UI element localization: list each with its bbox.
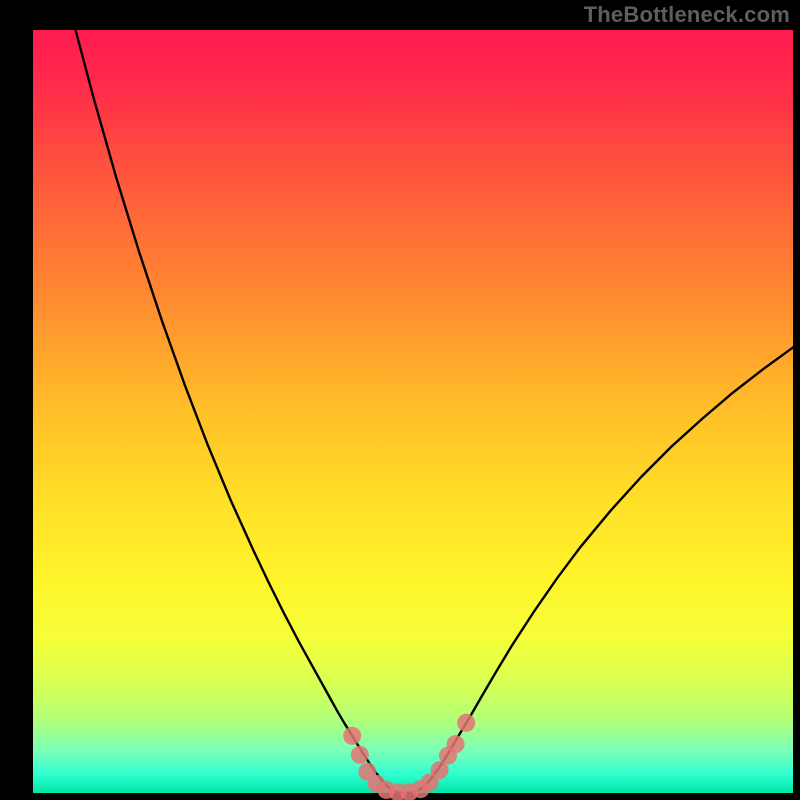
curve-marker <box>351 746 369 764</box>
curve-marker <box>457 714 475 732</box>
curve-marker <box>343 727 361 745</box>
chart-svg <box>33 30 793 793</box>
watermark-text: TheBottleneck.com <box>584 2 790 28</box>
curve-markers <box>343 714 475 800</box>
bottleneck-curve <box>76 30 793 793</box>
plot-area <box>33 30 793 793</box>
curve-marker <box>447 735 465 753</box>
canvas: TheBottleneck.com <box>0 0 800 800</box>
